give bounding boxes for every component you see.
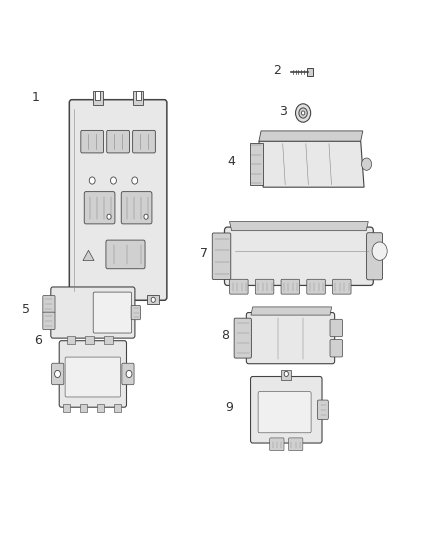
Circle shape bbox=[81, 297, 85, 302]
Text: 7: 7 bbox=[200, 247, 208, 260]
FancyBboxPatch shape bbox=[69, 100, 167, 300]
Text: 1: 1 bbox=[32, 91, 40, 104]
Bar bbox=[93, 91, 103, 106]
FancyBboxPatch shape bbox=[330, 319, 343, 337]
Polygon shape bbox=[250, 143, 263, 185]
Polygon shape bbox=[83, 251, 94, 261]
FancyBboxPatch shape bbox=[52, 363, 64, 385]
Bar bbox=[95, 91, 100, 100]
Circle shape bbox=[132, 177, 138, 184]
FancyBboxPatch shape bbox=[51, 287, 135, 338]
FancyBboxPatch shape bbox=[224, 227, 373, 286]
FancyBboxPatch shape bbox=[270, 438, 284, 451]
Bar bbox=[80, 403, 87, 412]
FancyBboxPatch shape bbox=[107, 131, 130, 153]
Bar bbox=[114, 403, 121, 412]
Polygon shape bbox=[230, 222, 368, 231]
Bar bbox=[63, 403, 70, 412]
Text: 4: 4 bbox=[228, 155, 236, 168]
Bar bbox=[77, 295, 89, 304]
FancyBboxPatch shape bbox=[122, 363, 134, 385]
Bar bbox=[281, 370, 291, 380]
Circle shape bbox=[110, 177, 117, 184]
Circle shape bbox=[55, 370, 60, 377]
FancyBboxPatch shape bbox=[330, 340, 343, 357]
FancyBboxPatch shape bbox=[81, 131, 103, 153]
Bar bbox=[104, 336, 113, 344]
Circle shape bbox=[299, 108, 307, 118]
Bar bbox=[67, 336, 75, 344]
FancyBboxPatch shape bbox=[59, 341, 127, 407]
FancyBboxPatch shape bbox=[106, 240, 145, 269]
FancyBboxPatch shape bbox=[318, 400, 328, 419]
FancyBboxPatch shape bbox=[289, 438, 303, 451]
Circle shape bbox=[361, 158, 371, 171]
FancyBboxPatch shape bbox=[131, 305, 140, 320]
FancyBboxPatch shape bbox=[212, 233, 231, 279]
FancyBboxPatch shape bbox=[133, 131, 155, 153]
FancyBboxPatch shape bbox=[258, 392, 311, 433]
Circle shape bbox=[301, 111, 305, 115]
FancyBboxPatch shape bbox=[230, 279, 248, 294]
Bar bbox=[136, 91, 141, 100]
Text: 6: 6 bbox=[34, 334, 42, 347]
Bar bbox=[85, 336, 94, 344]
FancyBboxPatch shape bbox=[43, 312, 55, 329]
Circle shape bbox=[89, 177, 95, 184]
Bar bbox=[97, 403, 104, 412]
Polygon shape bbox=[251, 307, 332, 315]
Circle shape bbox=[284, 372, 288, 376]
Polygon shape bbox=[259, 141, 364, 187]
FancyBboxPatch shape bbox=[93, 292, 132, 333]
Circle shape bbox=[126, 370, 132, 377]
Bar bbox=[134, 91, 144, 106]
FancyBboxPatch shape bbox=[307, 279, 325, 294]
FancyBboxPatch shape bbox=[246, 312, 335, 364]
Text: 2: 2 bbox=[273, 64, 281, 77]
FancyBboxPatch shape bbox=[332, 279, 351, 294]
Polygon shape bbox=[259, 131, 363, 141]
FancyBboxPatch shape bbox=[367, 233, 382, 280]
Circle shape bbox=[144, 214, 148, 219]
FancyBboxPatch shape bbox=[255, 279, 274, 294]
FancyBboxPatch shape bbox=[234, 318, 251, 358]
FancyBboxPatch shape bbox=[121, 192, 152, 224]
FancyBboxPatch shape bbox=[65, 357, 120, 397]
Text: 9: 9 bbox=[226, 401, 233, 414]
Text: 5: 5 bbox=[21, 303, 30, 317]
Circle shape bbox=[372, 242, 387, 260]
Circle shape bbox=[107, 214, 111, 219]
Bar bbox=[307, 68, 313, 76]
FancyBboxPatch shape bbox=[43, 296, 55, 313]
FancyBboxPatch shape bbox=[84, 192, 115, 224]
Circle shape bbox=[296, 104, 311, 122]
Text: 8: 8 bbox=[221, 329, 230, 342]
Bar bbox=[147, 295, 159, 304]
Text: 3: 3 bbox=[279, 105, 287, 118]
Circle shape bbox=[151, 297, 155, 302]
FancyBboxPatch shape bbox=[251, 376, 322, 443]
FancyBboxPatch shape bbox=[281, 279, 300, 294]
